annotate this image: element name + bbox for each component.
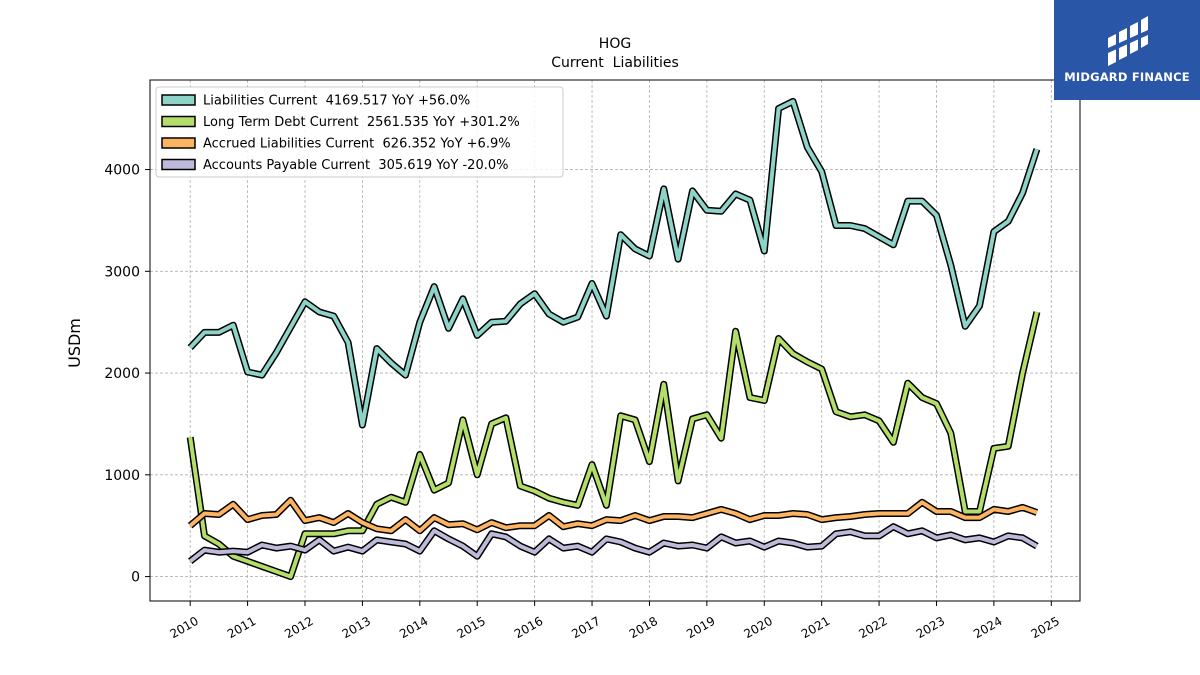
legend-label: Long Term Debt Current 2561.535 YoY +301…	[203, 115, 520, 130]
series-path	[188, 99, 1039, 427]
y-tick-label: 1000	[104, 468, 140, 484]
legend: Liabilities Current 4169.517 YoY +56.0% L…	[155, 86, 564, 178]
series-lines	[186, 97, 1041, 581]
series-4-line	[188, 523, 1039, 565]
x-tick-label: 2014	[397, 614, 430, 641]
x-tick-label: 2025	[1029, 614, 1062, 641]
y-tick-label: 2000	[104, 366, 140, 382]
x-tick-label: 2012	[282, 614, 315, 641]
x-tick-label: 2013	[340, 614, 373, 641]
series-path	[188, 498, 1038, 533]
x-tick-label: 2018	[627, 614, 660, 641]
brand-badge: MIDGARD FINANCE	[1054, 0, 1200, 100]
y-tick-label: 0	[131, 570, 140, 586]
x-tick-label: 2020	[742, 614, 775, 641]
axis-ticks: 2010 2011 2012 2013 2014 2015 2016 2017 2018 2019…	[104, 163, 1062, 642]
x-tick-label: 2010	[167, 614, 200, 641]
series-3-line	[187, 496, 1039, 535]
x-tick-label: 2011	[225, 614, 258, 641]
x-tick-label: 2017	[569, 614, 602, 641]
legend-label: Liabilities Current 4169.517 YoY +56.0%	[203, 94, 470, 109]
legend-swatch	[161, 115, 196, 128]
gridlines	[150, 80, 1080, 601]
legend-label: Accrued Liabilities Current 626.352 YoY …	[203, 137, 511, 152]
x-tick-label: 2019	[684, 614, 717, 641]
legend-box	[155, 86, 564, 178]
x-tick-label: 2022	[856, 614, 889, 641]
plot-frame	[149, 79, 1081, 602]
x-tick-label: 2024	[971, 614, 1004, 641]
series-2-line	[186, 311, 1041, 581]
midgard-logo-icon	[1108, 16, 1148, 66]
series-outline	[187, 496, 1039, 535]
legend-label: Accounts Payable Current 305.619 YoY -20…	[203, 158, 508, 173]
y-tick-label: 4000	[104, 163, 140, 179]
series-path	[188, 311, 1039, 579]
series-1-line	[187, 97, 1041, 429]
series-path	[188, 524, 1038, 563]
legend-swatch	[161, 94, 196, 106]
chart-title: HOG	[599, 36, 631, 52]
x-tick-label: 2016	[512, 614, 545, 641]
y-axis-label: USDm	[65, 318, 84, 368]
x-tick-label: 2021	[799, 614, 832, 641]
x-tick-label: 2015	[454, 614, 487, 641]
y-tick-label: 3000	[104, 264, 140, 280]
legend-swatch	[161, 137, 196, 149]
x-tick-label: 2023	[914, 614, 947, 641]
legend-swatch	[161, 158, 196, 171]
brand-name: MIDGARD FINANCE	[1064, 70, 1190, 84]
chart-subtitle: Current Liabilities	[551, 55, 679, 71]
